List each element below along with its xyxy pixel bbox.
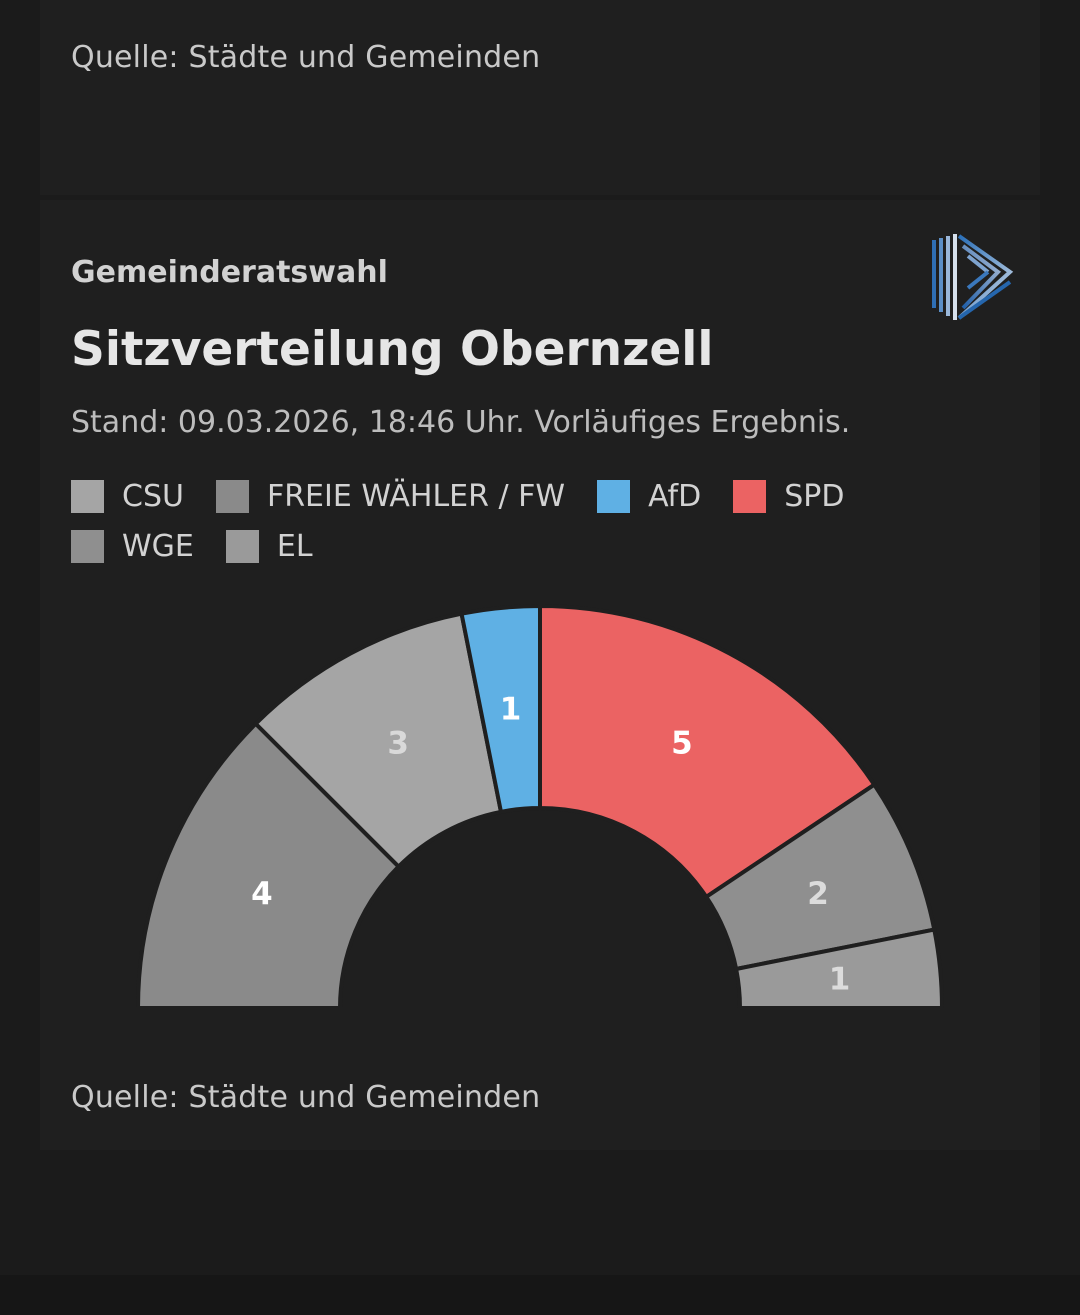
legend-swatch (215, 479, 249, 513)
seat-segment[interactable] (733, 927, 945, 1010)
publisher-logo-icon[interactable] (926, 230, 1016, 325)
legend-item[interactable]: EL (225, 528, 313, 564)
source-note-bottom: Quelle: Städte und Gemeinden (71, 1080, 541, 1115)
legend-label: EL (276, 528, 313, 564)
seat-chart: 4 3 1 5 2 1 (135, 603, 945, 1010)
legend-swatch (71, 479, 104, 513)
chart-title: Sitzverteilung Obernzell (71, 322, 714, 377)
chart-subtitle: Stand: 09.03.2026, 18:46 Uhr. Vorläufige… (71, 405, 851, 440)
legend-item[interactable]: AfD (597, 478, 701, 514)
legend-label: SPD (784, 478, 845, 514)
seat-count-label: 1 (829, 961, 851, 997)
legend-item[interactable]: FREIE WÄHLER / FW (215, 478, 566, 514)
chart-kicker: Gemeinderatswahl (71, 255, 388, 290)
legend-label: WGE (122, 528, 194, 564)
legend-item[interactable]: CSU (71, 478, 184, 514)
seat-count-label: 4 (251, 876, 273, 912)
bottom-bar (0, 1275, 1080, 1315)
seat-count-label: 3 (387, 726, 409, 762)
seat-count-label: 5 (671, 726, 693, 762)
previous-chart-card (40, 0, 1040, 195)
legend-item[interactable]: WGE (71, 528, 194, 564)
seat-segment[interactable] (538, 603, 878, 900)
seat-segment[interactable] (135, 720, 402, 1010)
source-note-top: Quelle: Städte und Gemeinden (71, 40, 541, 75)
legend-label: AfD (648, 478, 702, 514)
legend-swatch (225, 529, 259, 563)
seat-segment[interactable] (252, 611, 504, 870)
seat-count-label: 1 (500, 691, 522, 727)
legend-swatch (733, 479, 767, 513)
legend-label: FREIE WÄHLER / FW (266, 478, 566, 514)
chart-legend: CSU FREIE WÄHLER / FW AfD SPD WGE EL (71, 478, 951, 564)
seat-count-label: 2 (807, 876, 829, 912)
legend-label: CSU (122, 478, 184, 514)
legend-item[interactable]: SPD (733, 478, 844, 514)
legend-swatch (597, 479, 631, 513)
legend-swatch (71, 529, 104, 563)
